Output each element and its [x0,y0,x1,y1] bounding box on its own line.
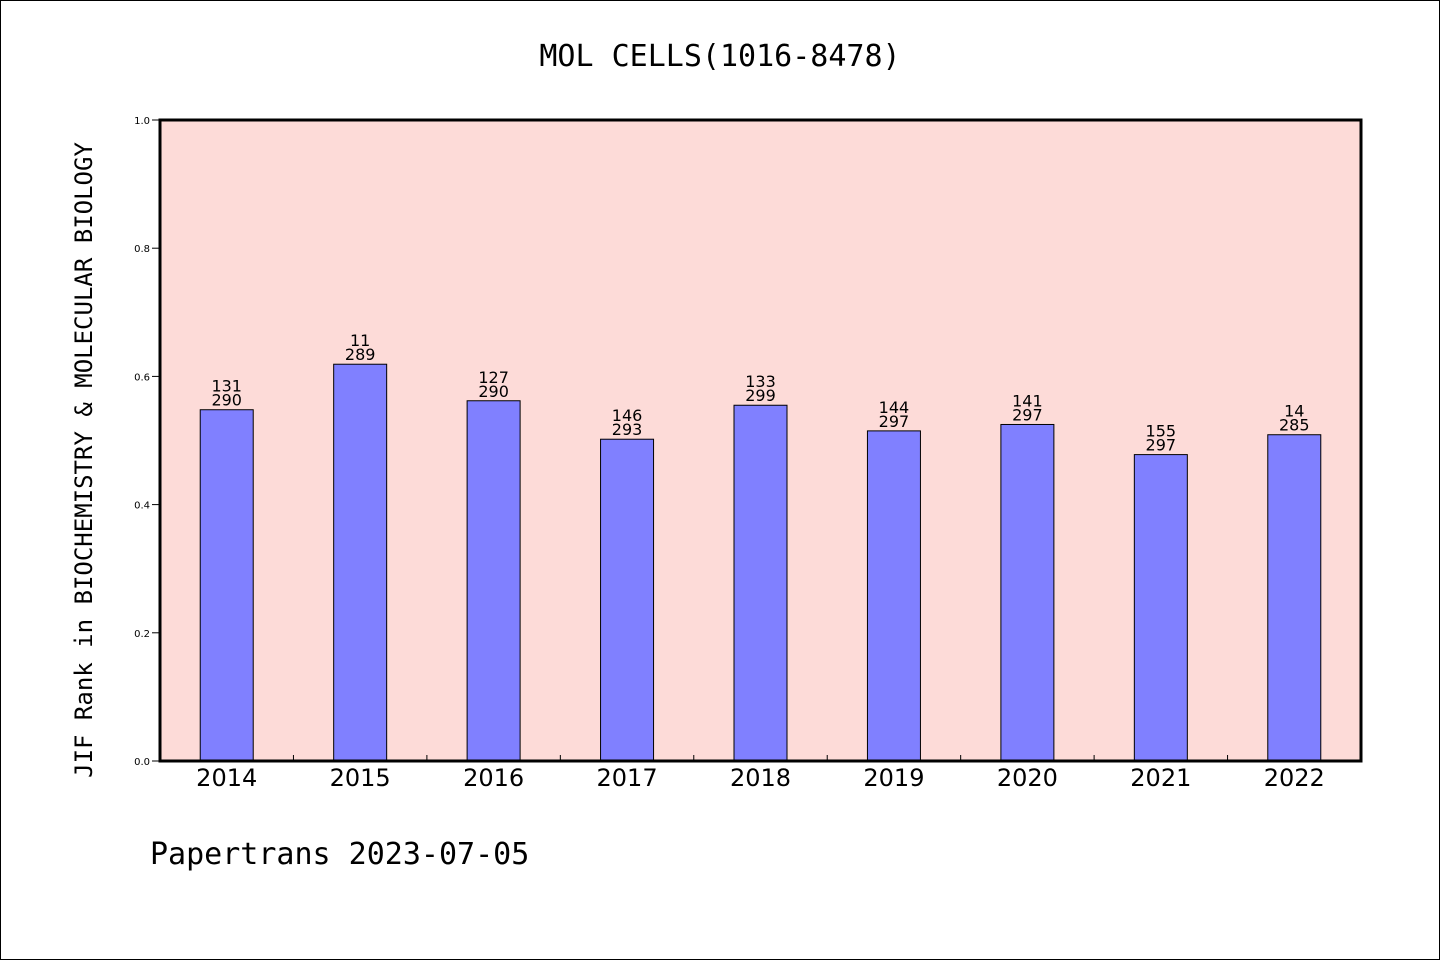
bar-label-rank: 11 [350,331,370,350]
bar-label-total: 297 [879,412,910,431]
bar-label-total: 297 [1012,405,1043,424]
x-tick-label: 2020 [997,764,1058,792]
bar-label-total: 290 [478,382,509,401]
y-axis: 0.0 0.2 0.4 0.6 0.8 1.0 [134,116,160,768]
bar-label-rank: 127 [478,368,509,387]
bar-2020 [1000,423,1055,762]
bar-2019 [866,430,921,762]
x-tick-label: 2015 [330,764,391,792]
bar-label-rank: 131 [211,377,242,396]
bar-2018 [733,404,788,762]
bar-2014 [199,409,254,762]
chart-title: MOL CELLS(1016-8478) [539,39,900,74]
bar-label-total: 293 [612,420,643,439]
bar-label-total: 285 [1279,416,1310,435]
bar-2022 [1267,434,1322,762]
bar-2017 [600,438,655,762]
bar-label-rank: 155 [1146,422,1177,441]
bar-label-total: 297 [1146,436,1177,455]
bar-label-total: 290 [211,391,242,410]
x-tick-label: 2019 [863,764,924,792]
x-tick-label: 2017 [597,764,658,792]
bar-label-rank: 144 [879,398,910,417]
bar-2021 [1133,454,1188,762]
y-tick-label: 0.0 [134,757,150,768]
bar-2015 [333,363,388,762]
x-tick-label: 2022 [1264,764,1325,792]
y-tick-label: 0.2 [134,629,150,640]
y-tick-label: 1.0 [134,116,150,127]
bar-label-rank: 146 [612,406,643,425]
bar-labels: 1312901128912729014629313329914429714129… [211,331,1309,454]
footer-text: Papertrans 2023-07-05 [150,837,529,872]
y-tick-label: 0.4 [134,501,150,512]
bar-label-total: 299 [745,386,776,405]
x-tick-label: 2021 [1130,764,1191,792]
bar-label-rank: 14 [1284,402,1304,421]
plot-border [158,118,1363,763]
y-tick-label: 0.6 [134,372,150,383]
bar-label-total: 289 [345,345,376,364]
bar-label-rank: 141 [1012,391,1043,410]
y-tick-label: 0.8 [134,244,150,255]
y-axis-label: JIF Rank in BIOCHEMISTRY & MOLECULAR BIO… [70,142,98,778]
bar-label-rank: 133 [745,372,776,391]
x-tick-label: 2014 [196,764,257,792]
x-tick-label: 2018 [730,764,791,792]
bars-group [199,363,1322,762]
x-axis: 2014 2015 2016 2017 2018 2019 2020 2021 2022 [196,755,1325,792]
bar-2016 [466,400,521,762]
x-tick-label: 2016 [463,764,524,792]
